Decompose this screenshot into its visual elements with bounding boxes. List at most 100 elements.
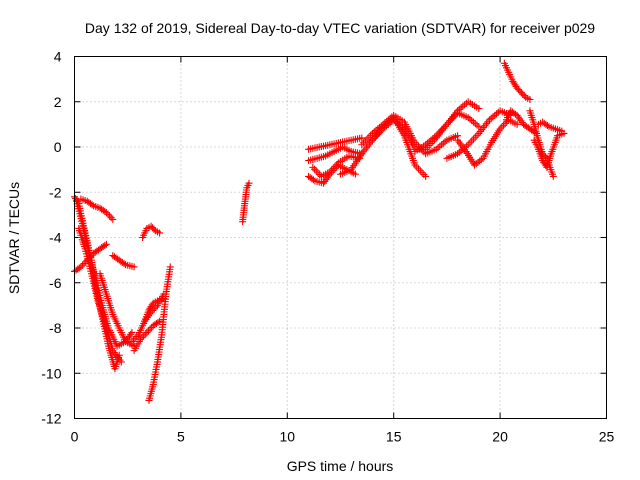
- data-point: [475, 105, 483, 113]
- series-track-11: [145, 263, 174, 404]
- data-point: [358, 134, 366, 142]
- data-point: [104, 210, 112, 218]
- data-point: [541, 153, 549, 161]
- data-point: [128, 329, 136, 337]
- series-track-27: [530, 129, 568, 171]
- series-track-5: [77, 195, 117, 223]
- data-point: [494, 108, 502, 116]
- data-point: [128, 338, 136, 346]
- data-point: [489, 113, 497, 121]
- data-point: [138, 334, 146, 342]
- data-point: [430, 133, 438, 141]
- series-track-28: [534, 118, 566, 135]
- data-point: [455, 105, 463, 113]
- data-point: [475, 123, 483, 131]
- y-axis-label: SDTVAR / TECUs: [6, 182, 22, 294]
- tick-layer: 0 5 10 15 20 25 -12 -10 -8 -6 -4 -2 0 2 4: [41, 49, 614, 445]
- data-point: [441, 138, 449, 146]
- data-point: [491, 111, 499, 119]
- data-point: [102, 240, 110, 248]
- data-point: [390, 116, 398, 124]
- data-point: [543, 122, 551, 130]
- data-point: [513, 120, 521, 128]
- data-point: [78, 261, 86, 269]
- data-point: [245, 179, 253, 187]
- data-point: [88, 201, 96, 209]
- data-point: [136, 335, 144, 343]
- data-point: [106, 212, 114, 220]
- data-point: [133, 332, 141, 340]
- data-point: [146, 325, 154, 333]
- data-point: [466, 139, 474, 147]
- data-point: [391, 117, 399, 125]
- series-track-10: [141, 295, 168, 325]
- series-track-13: [239, 179, 253, 226]
- data-point: [420, 171, 428, 179]
- data-point: [386, 119, 394, 127]
- data-point: [422, 141, 430, 149]
- data-point: [470, 118, 477, 126]
- data-point: [144, 327, 152, 335]
- data-point: [436, 142, 444, 150]
- series-track-7: [109, 252, 138, 271]
- data-point: [156, 317, 164, 325]
- data-point: [117, 358, 125, 366]
- y-tick-label: -2: [49, 184, 62, 200]
- chart-title: Day 132 of 2019, Sidereal Day-to-day VTE…: [85, 20, 595, 36]
- data-point: [427, 136, 435, 144]
- data-point: [558, 127, 566, 135]
- series-track-21: [411, 98, 483, 156]
- data-point: [101, 241, 109, 249]
- data-point: [143, 329, 151, 337]
- data-point: [549, 172, 557, 180]
- data-point: [384, 120, 392, 128]
- data-point: [422, 172, 430, 180]
- data-point: [309, 163, 317, 171]
- data-point: [316, 171, 324, 179]
- data-point: [140, 332, 148, 340]
- data-point: [473, 121, 481, 129]
- data-point: [459, 102, 467, 110]
- data-point: [429, 135, 437, 143]
- data-point: [434, 144, 442, 152]
- y-tick-label: -6: [49, 275, 62, 291]
- data-point: [493, 110, 501, 118]
- series-track-14: [305, 134, 366, 153]
- data-point: [454, 107, 462, 115]
- data-point: [368, 129, 376, 137]
- data-point: [381, 123, 389, 131]
- data-point: [487, 114, 495, 122]
- x-tick-label: 5: [177, 429, 185, 445]
- data-point: [156, 229, 164, 237]
- series-track-12: [139, 222, 164, 241]
- data-point: [477, 156, 485, 164]
- data-point: [309, 176, 317, 184]
- data-point: [351, 170, 359, 178]
- data-point: [468, 137, 476, 145]
- y-tick-label: -12: [41, 411, 61, 427]
- series-track-26: [526, 107, 557, 180]
- series-track-24: [500, 59, 534, 103]
- data-point: [520, 92, 528, 100]
- series-track-9: [130, 317, 164, 355]
- x-tick-label: 25: [599, 429, 615, 445]
- data-point: [466, 115, 474, 123]
- series-track-3: [75, 224, 125, 366]
- data-point: [439, 139, 447, 147]
- series-track-23: [454, 116, 521, 169]
- data-point: [416, 167, 424, 175]
- data-point: [130, 336, 138, 344]
- data-point: [395, 120, 403, 128]
- data-point: [120, 260, 128, 268]
- x-tick-label: 10: [280, 429, 296, 445]
- data-point: [418, 169, 426, 177]
- data-point: [102, 209, 110, 217]
- y-tick-label: -4: [49, 230, 62, 246]
- plot-frame: [74, 56, 607, 419]
- data-point: [312, 167, 320, 175]
- data-point: [397, 122, 405, 130]
- data-point: [141, 330, 149, 338]
- data-point: [423, 139, 431, 147]
- x-axis-label: GPS time / hours: [287, 458, 394, 474]
